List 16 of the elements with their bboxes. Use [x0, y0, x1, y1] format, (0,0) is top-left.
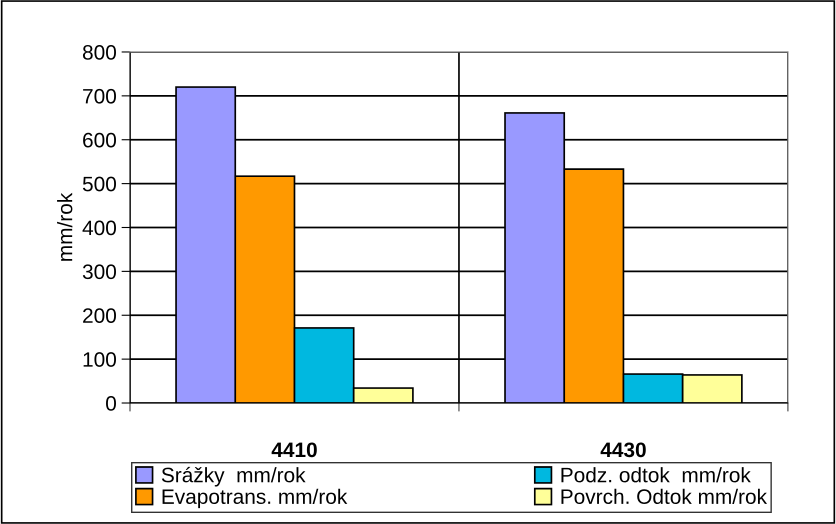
legend-label: Evapotrans. mm/rok: [162, 488, 348, 508]
y-tick-label: 100: [84, 352, 116, 367]
x-tick-label: 4410: [272, 442, 317, 458]
y-axis-title: mm/rok: [57, 192, 72, 261]
y-tick-label: 200: [83, 308, 116, 324]
y-tick-label: 500: [82, 176, 116, 192]
y-tick-label: 400: [82, 220, 116, 236]
legend-label: Povrch. Odtok mm/rok: [561, 488, 768, 504]
y-tick-label: 800: [82, 44, 116, 60]
y-tick-label: 0: [106, 396, 116, 411]
y-tick-label: 600: [83, 132, 116, 148]
x-tick-label: 4430: [600, 442, 646, 458]
y-tick-label: 300: [82, 264, 116, 280]
legend-label: Podz. odtok mm/rok: [561, 467, 751, 482]
y-tick-label: 700: [83, 88, 116, 104]
legend-label: Srážky mm/rok: [162, 466, 306, 487]
